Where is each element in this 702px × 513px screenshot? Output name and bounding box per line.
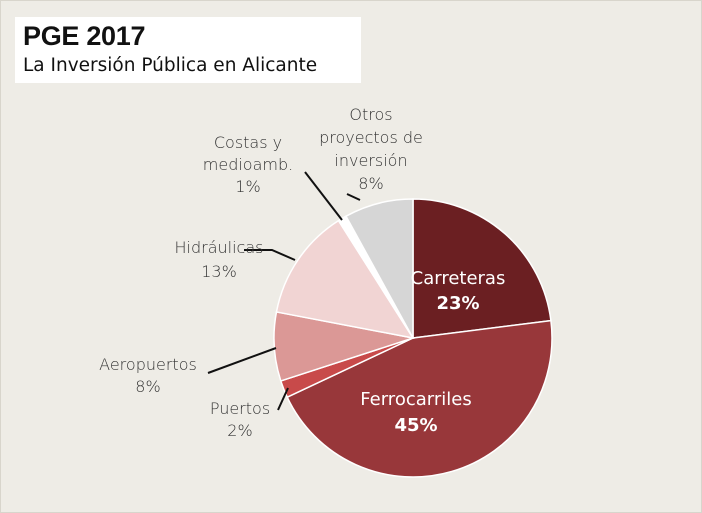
title-box: PGE 2017 La Inversión Pública en Alicant…	[15, 17, 361, 83]
slice-percent-costas: 1%	[235, 177, 260, 196]
leader-line-hidraulicas	[244, 249, 296, 261]
slice-name-otros: proyectos de	[319, 128, 423, 147]
slice-percent-hidraulicas: 13%	[201, 262, 237, 281]
pie-slice-carreteras	[412, 198, 552, 339]
slice-label-carreteras: Carreteras 23%	[411, 268, 506, 314]
pie-slice-ferrocarriles	[286, 319, 553, 478]
leader-line-puertos	[277, 387, 289, 411]
slice-name-otros: Otros	[349, 105, 392, 124]
slice-label-hidraulicas: Hidráulicas 13%	[175, 238, 264, 281]
pie-slice-hidraulicas	[275, 219, 415, 340]
slice-label-puertos: Puertos 2%	[210, 399, 270, 440]
slice-name-otros: inversión	[334, 151, 407, 170]
leader-line-costas	[304, 171, 343, 221]
slice-label-otros: Otros proyectos de inversión 8%	[319, 105, 423, 193]
chart-title: PGE 2017	[23, 21, 146, 51]
slice-name-aeropuertos: Aeropuertos	[99, 355, 197, 374]
leader-line-aeropuertos	[207, 347, 277, 374]
slice-name-puertos: Puertos	[210, 399, 270, 418]
slice-name-ferrocarriles: Ferrocarriles	[360, 389, 471, 410]
pie-slice-otros	[345, 198, 414, 339]
slice-name-costas: Costas y	[214, 133, 282, 152]
slice-percent-puertos: 2%	[227, 421, 252, 440]
slice-percent-otros: 8%	[358, 174, 383, 193]
slice-percent-ferrocarriles: 45%	[394, 415, 437, 436]
slice-percent-aeropuertos: 8%	[135, 377, 160, 396]
chart-subtitle: La Inversión Pública en Alicante	[23, 55, 318, 76]
slice-name-costas: medioamb.	[203, 155, 293, 174]
slice-label-costas: Costas y medioamb. 1%	[203, 133, 293, 196]
slice-label-ferrocarriles: Ferrocarriles 45%	[360, 389, 471, 436]
slice-name-hidraulicas: Hidráulicas	[175, 238, 264, 257]
leader-line-otros	[346, 193, 361, 201]
slice-label-aeropuertos: Aeropuertos 8%	[99, 355, 197, 396]
slice-name-carreteras: Carreteras	[411, 268, 506, 289]
slice-percent-carreteras: 23%	[436, 293, 479, 314]
